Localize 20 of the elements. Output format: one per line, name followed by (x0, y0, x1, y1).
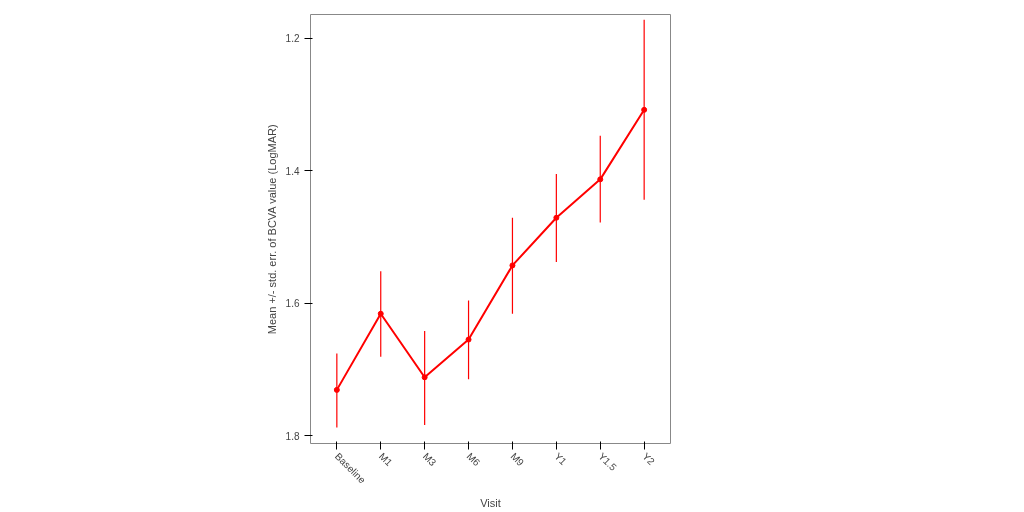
y-tick-label: 1.6 (285, 298, 300, 310)
point (377, 310, 384, 317)
point (597, 176, 604, 183)
point (465, 336, 472, 343)
x-tick-label: Y2 (640, 450, 658, 468)
point (509, 262, 516, 269)
point (641, 106, 648, 113)
y-tick-label: 1.2 (285, 33, 300, 45)
point (553, 214, 560, 221)
point (333, 386, 340, 393)
x-tick-label: Y1 (552, 450, 570, 468)
x-tick-label: M3 (420, 450, 439, 469)
x-tick-label: M1 (376, 450, 395, 469)
x-axis-title: Visit (480, 497, 501, 510)
y-axis-title: Mean +/- std. err. of BCVA value (LogMAR) (265, 124, 278, 335)
point (421, 374, 428, 381)
x-tick-label: M9 (508, 450, 527, 469)
y-tick-label: 1.8 (285, 430, 300, 442)
y-tick-label: 1.4 (285, 165, 300, 177)
x-tick-label: M6 (464, 450, 483, 469)
